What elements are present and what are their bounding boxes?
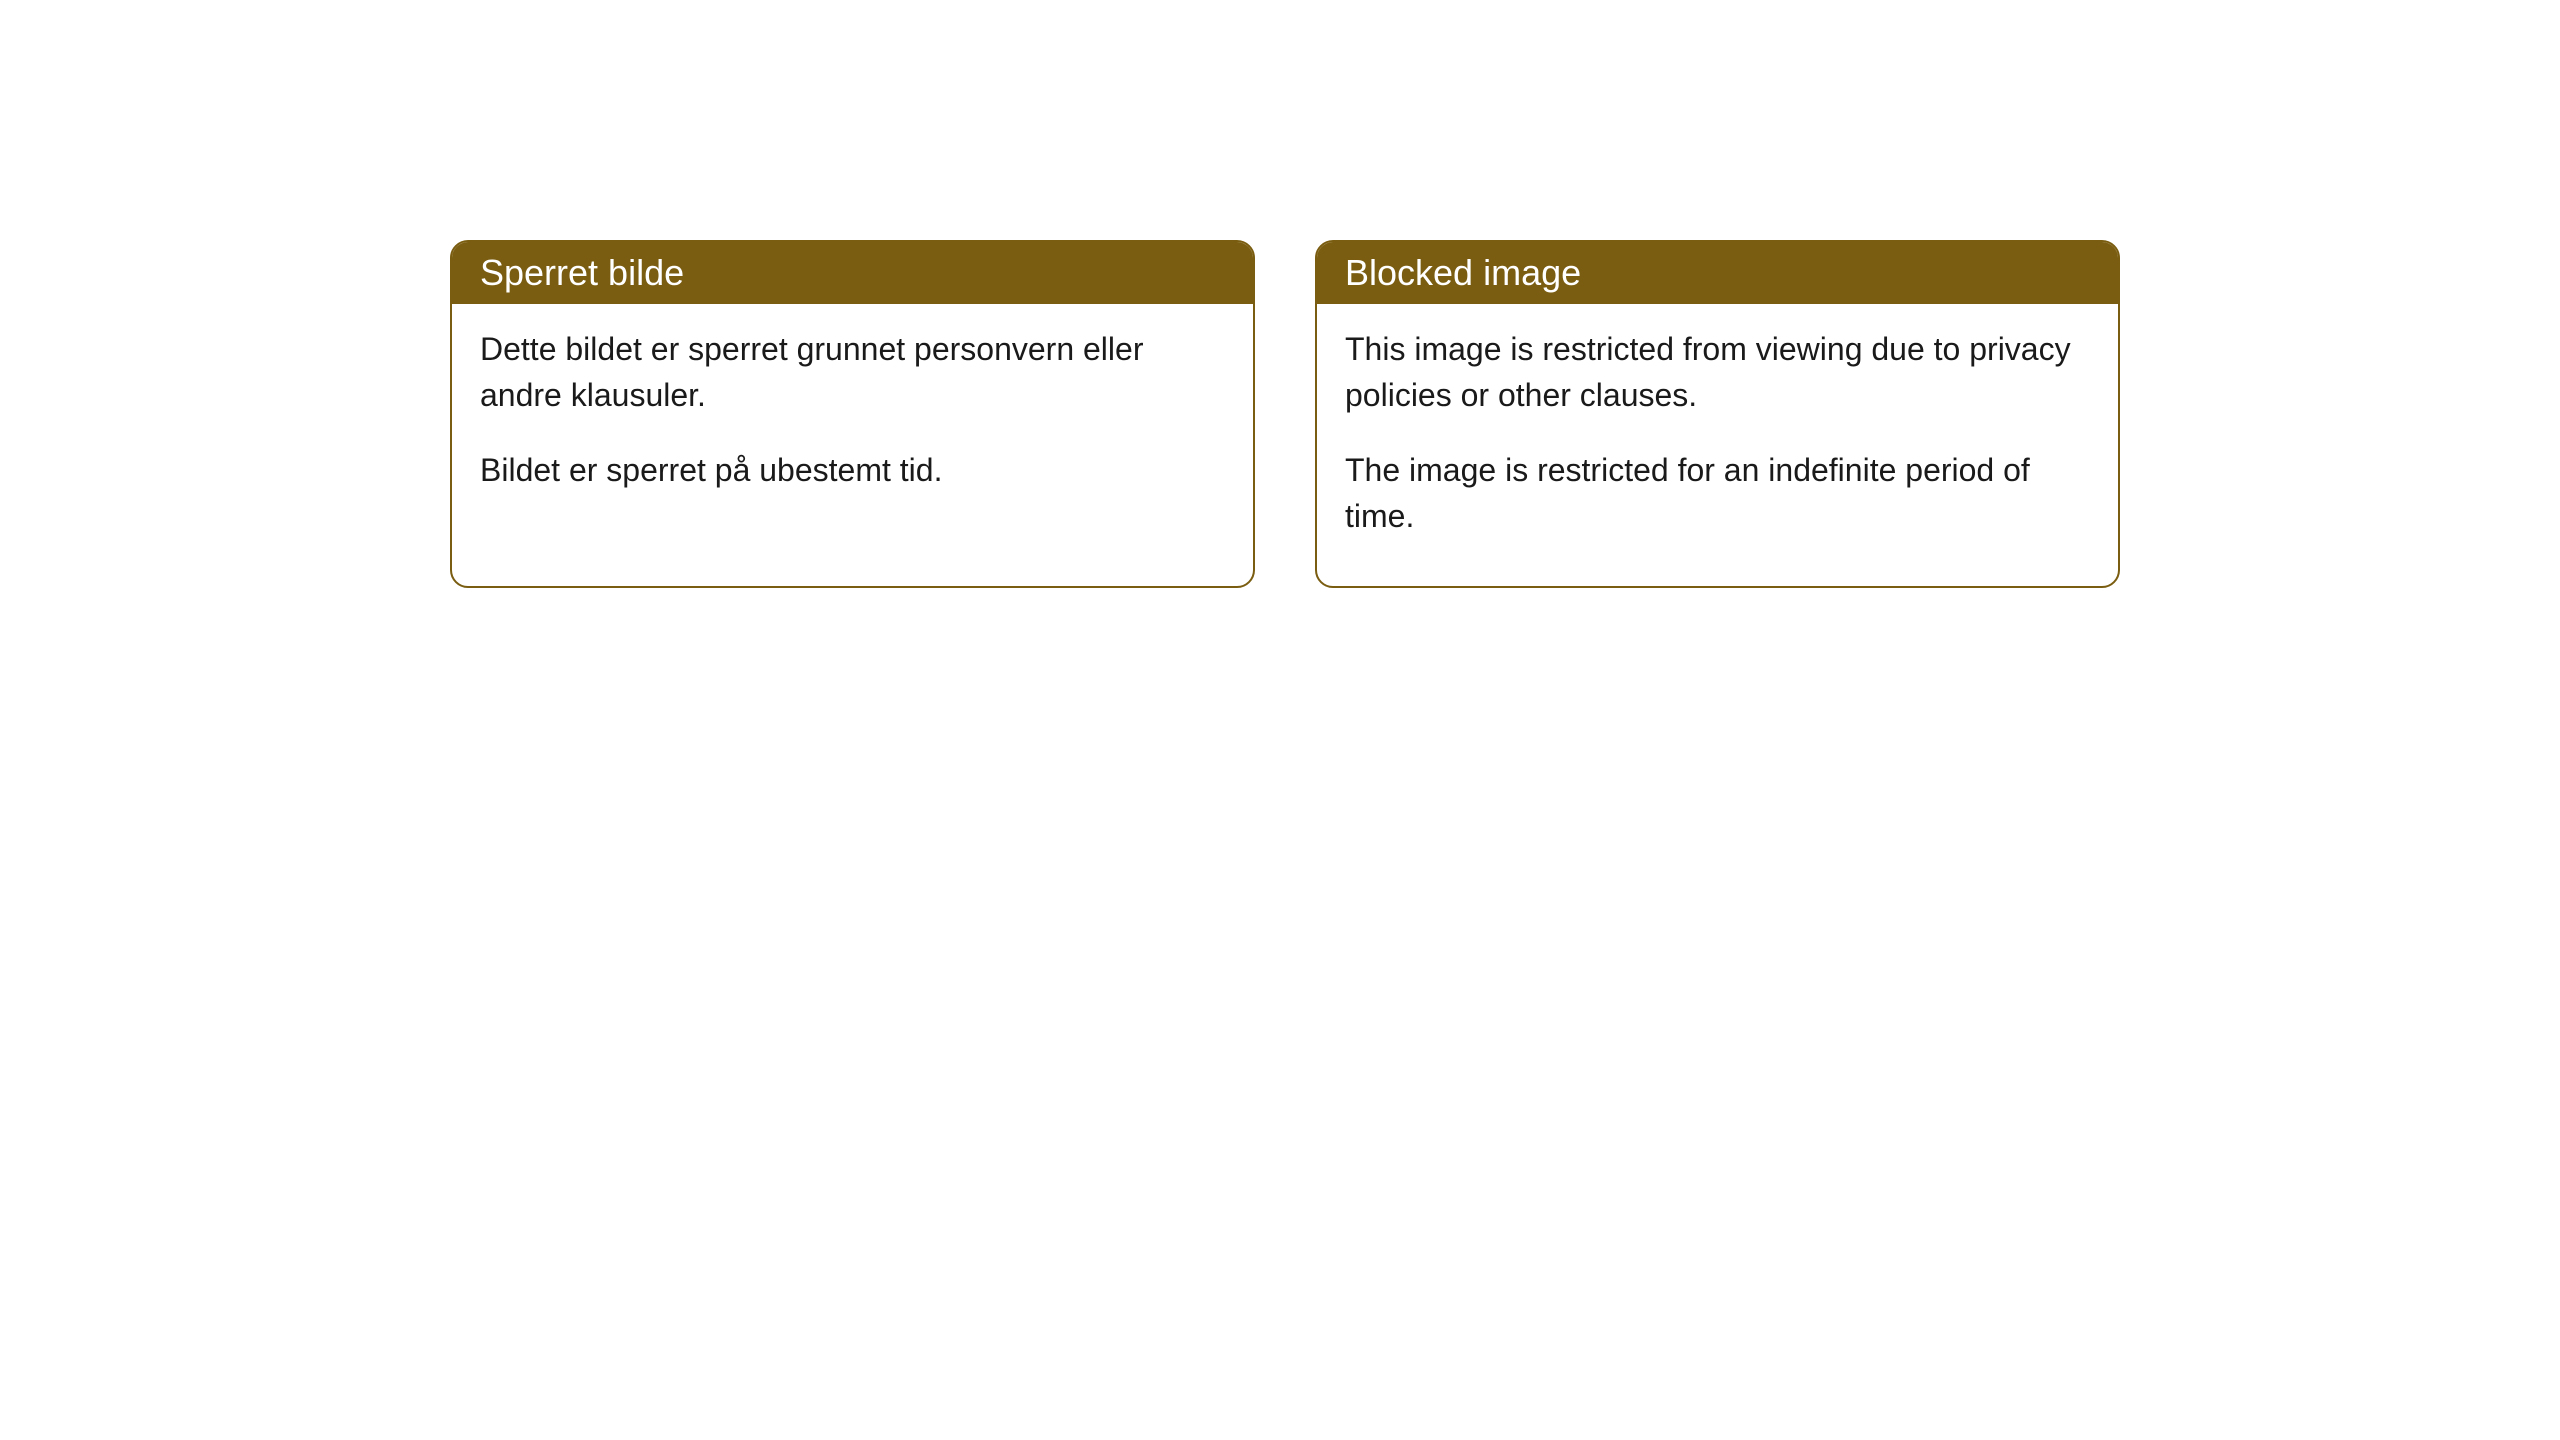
card-title: Blocked image xyxy=(1345,252,1581,293)
card-header: Sperret bilde xyxy=(452,242,1253,304)
notice-card-english: Blocked image This image is restricted f… xyxy=(1315,240,2120,588)
card-paragraph: Dette bildet er sperret grunnet personve… xyxy=(480,326,1225,419)
notice-card-norwegian: Sperret bilde Dette bildet er sperret gr… xyxy=(450,240,1255,588)
card-paragraph: The image is restricted for an indefinit… xyxy=(1345,447,2090,540)
card-paragraph: Bildet er sperret på ubestemt tid. xyxy=(480,447,1225,493)
card-header: Blocked image xyxy=(1317,242,2118,304)
card-title: Sperret bilde xyxy=(480,252,684,293)
notice-cards-container: Sperret bilde Dette bildet er sperret gr… xyxy=(450,240,2120,588)
card-body: This image is restricted from viewing du… xyxy=(1317,304,2118,586)
card-body: Dette bildet er sperret grunnet personve… xyxy=(452,304,1253,539)
card-paragraph: This image is restricted from viewing du… xyxy=(1345,326,2090,419)
